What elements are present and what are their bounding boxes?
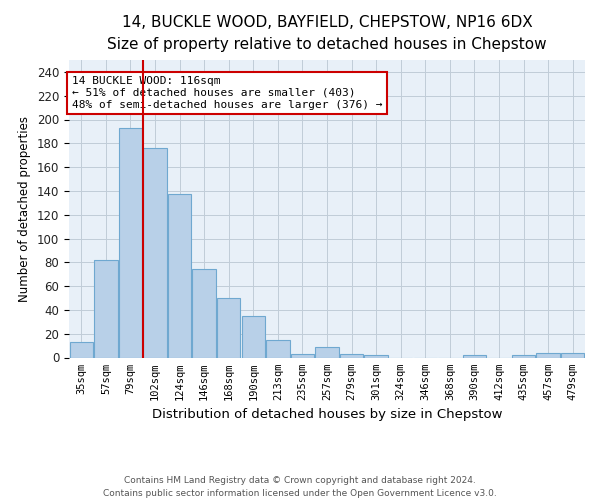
Bar [512,355,535,358]
Title: 14, BUCKLE WOOD, BAYFIELD, CHEPSTOW, NP16 6DX
Size of property relative to detac: 14, BUCKLE WOOD, BAYFIELD, CHEPSTOW, NP1… [107,14,547,52]
Y-axis label: Number of detached properties: Number of detached properties [19,116,31,302]
Bar [143,148,167,358]
Bar [168,194,191,358]
Bar [463,355,486,358]
Bar [119,128,142,358]
Bar [561,352,584,358]
Bar [217,298,241,358]
Text: Contains HM Land Registry data © Crown copyright and database right 2024.
Contai: Contains HM Land Registry data © Crown c… [103,476,497,498]
Bar [291,354,314,358]
Bar [340,354,363,358]
Bar [266,340,290,357]
X-axis label: Distribution of detached houses by size in Chepstow: Distribution of detached houses by size … [152,408,502,421]
Bar [70,342,93,357]
Bar [316,347,338,358]
Bar [242,316,265,358]
Bar [536,352,560,358]
Bar [193,270,216,358]
Bar [364,355,388,358]
Text: 14 BUCKLE WOOD: 116sqm
← 51% of detached houses are smaller (403)
48% of semi-de: 14 BUCKLE WOOD: 116sqm ← 51% of detached… [71,76,382,110]
Bar [94,260,118,358]
